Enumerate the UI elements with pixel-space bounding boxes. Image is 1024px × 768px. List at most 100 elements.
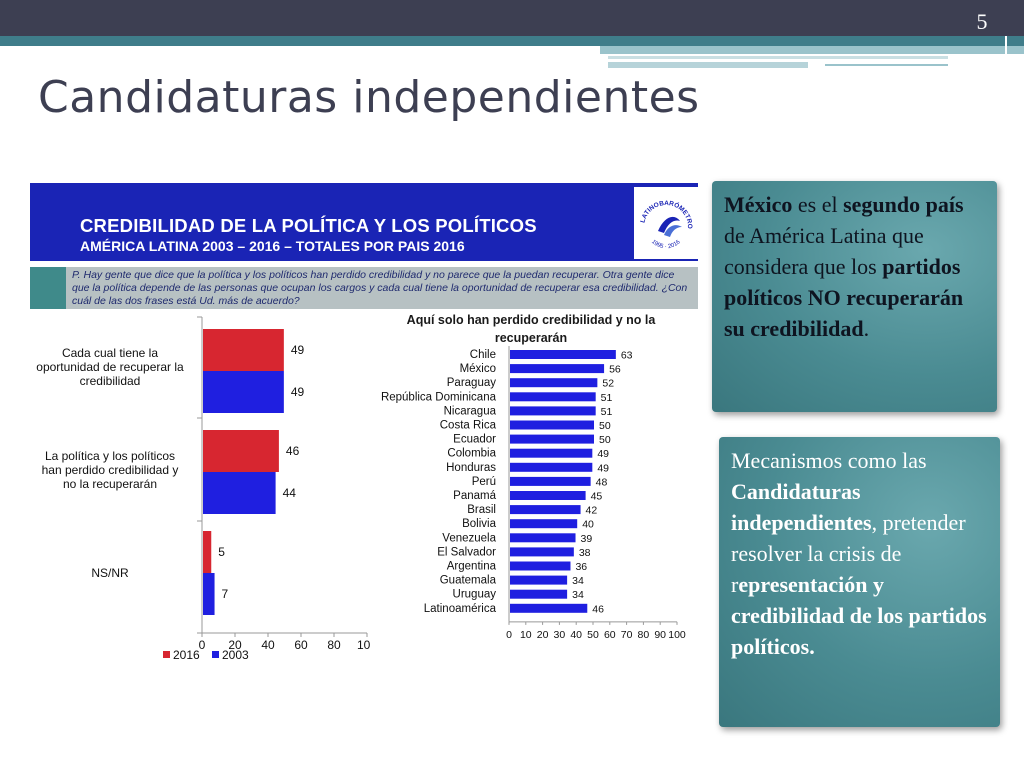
category-label: oportunidad de recuperar la [36, 360, 184, 374]
country-label: Ecuador [453, 434, 496, 446]
callout-card-mechanisms: Mecanismos como las Candidaturas indepen… [719, 437, 1000, 727]
data-label: 50 [599, 420, 611, 432]
country-bar [510, 533, 576, 543]
x-tick-label: 100 [668, 629, 686, 641]
svg-text:1995 · 2016: 1995 · 2016 [650, 239, 682, 250]
data-label: 52 [602, 378, 614, 390]
country-bar [510, 434, 594, 444]
chart-figure: CREDIBILIDAD DE LA POLÍTICA Y LOS POLÍTI… [30, 183, 698, 665]
callout-emphasis: partidos políticos NO recuperarán su cre… [724, 254, 964, 341]
country-label: Colombia [447, 448, 496, 460]
data-label: 49 [291, 343, 305, 357]
callout-emphasis: segundo país [843, 192, 964, 217]
data-label: 34 [572, 575, 584, 587]
data-label: 45 [591, 491, 603, 503]
callout-card-mexico: México es el segundo país de América Lat… [712, 181, 997, 412]
latinobarometro-logo: LATINOBARÓMETRO 1995 · 2016 [634, 187, 698, 259]
category-label: han perdido credibilidad y [42, 463, 179, 477]
legend-label: 2003 [222, 648, 249, 662]
data-label: 49 [597, 462, 609, 474]
question-marker [30, 267, 66, 309]
figure-header: CREDIBILIDAD DE LA POLÍTICA Y LOS POLÍTI… [30, 183, 698, 261]
x-tick-label: 60 [604, 629, 616, 641]
country-label: México [460, 363, 496, 375]
callout-emphasis: Candidaturas independientes [731, 479, 872, 535]
callout-span: . [863, 316, 870, 341]
country-bar [510, 547, 574, 557]
data-label: 46 [592, 603, 604, 615]
question-band [30, 267, 698, 309]
survey-question: P. Hay gente que dice que la política y … [72, 269, 688, 307]
data-label: 49 [291, 385, 305, 399]
data-label: 56 [609, 364, 621, 376]
data-label: 51 [601, 392, 613, 404]
country-bar [510, 462, 593, 472]
country-bar [510, 350, 616, 359]
x-tick-label: 80 [638, 629, 650, 641]
country-label: El Salvador [437, 546, 496, 558]
data-label: 34 [572, 589, 584, 601]
country-bar [510, 519, 578, 529]
legend-swatch-2016 [163, 651, 170, 658]
data-label: 42 [586, 505, 598, 517]
country-label: Latinoamérica [424, 603, 497, 615]
x-tick-label: 40 [261, 638, 275, 652]
slide-title: Candidaturas independientes [38, 72, 700, 123]
x-tick-label: 40 [570, 629, 582, 641]
x-tick-label: 50 [587, 629, 599, 641]
x-tick-label: 10 [520, 629, 532, 641]
country-bar [510, 476, 591, 486]
category-label: no la recuperarán [63, 477, 157, 491]
country-bar [510, 589, 568, 599]
data-label: 46 [286, 444, 300, 458]
callout-span: Mecanismos como las [731, 448, 927, 473]
header-decoration [825, 64, 948, 66]
country-label: Nicaragua [444, 405, 497, 417]
country-label: Perú [472, 476, 496, 488]
callout-span: , pretender resolver la crisis de r [731, 510, 966, 597]
header-decoration [1005, 36, 1007, 68]
x-tick-label: 0 [199, 638, 206, 652]
callout-span: de América Latina que considera que los [724, 223, 924, 279]
header-decoration [608, 56, 948, 59]
country-bar [510, 561, 571, 571]
data-label: 50 [599, 434, 611, 446]
country-bar [510, 364, 605, 374]
country-label: Argentina [447, 561, 497, 573]
top-stripe [0, 36, 1024, 46]
callout-emphasis: México [724, 192, 793, 217]
country-label: Uruguay [453, 589, 497, 601]
category-label: NS/NR [91, 566, 129, 580]
slide-number: 5 [976, 9, 988, 34]
country-label: Paraguay [447, 377, 496, 389]
callout-emphasis: epresentación y credibilidad de los part… [731, 572, 987, 659]
bar-2016 [203, 329, 284, 371]
bar-chart-countries: Chile 63 México 56 Paraguay 52 República Domin… [381, 346, 686, 641]
data-label: 63 [621, 350, 633, 362]
data-label: 51 [601, 406, 613, 418]
data-label: 48 [596, 476, 608, 488]
country-label: República Dominicana [381, 391, 497, 403]
bar-2003 [203, 472, 276, 514]
data-label: 44 [283, 486, 297, 500]
country-label: Chile [470, 349, 496, 361]
header-decoration [608, 62, 808, 68]
bar-2003 [203, 371, 284, 413]
x-tick-label: 20 [228, 638, 242, 652]
callout-text: México es el segundo país de América Lat… [724, 189, 987, 344]
data-label: 49 [597, 448, 609, 460]
data-label: 5 [218, 545, 225, 559]
x-tick-label: 90 [654, 629, 666, 641]
legend-label: 2016 [173, 648, 200, 662]
x-tick-label: 0 [506, 629, 512, 641]
top-bar [0, 0, 1024, 36]
data-label: 39 [581, 533, 593, 545]
country-label: Costa Rica [440, 420, 497, 432]
bar-2016 [203, 531, 212, 573]
country-bar [510, 505, 581, 515]
x-tick-label: 80 [327, 638, 341, 652]
category-label: Cada cual tiene la [62, 346, 158, 360]
country-bar [510, 448, 593, 458]
bar-2016 [203, 430, 279, 472]
